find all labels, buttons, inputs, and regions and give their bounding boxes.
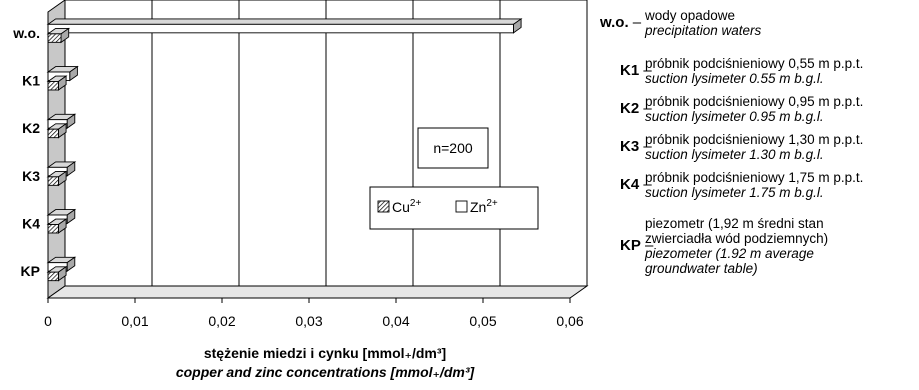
legend-code: w.o. <box>600 14 629 31</box>
category-label: w.o. <box>12 25 40 41</box>
legend-code: K1 <box>620 62 640 79</box>
legend-dash: – <box>639 176 652 193</box>
legend-code: K3 <box>620 138 640 155</box>
legend-code-wrap: K1 – <box>620 62 652 79</box>
legend-code: K2 <box>620 100 640 117</box>
legend-description: próbnik podciśnieniowy 1,30 m p.p.t. suct… <box>645 132 863 162</box>
legend-description: próbnik podciśnieniowy 0,55 m p.p.t. suct… <box>645 56 863 86</box>
x-axis-title-english: copper and zinc concentrations [mmol₊/dm… <box>175 364 475 380</box>
legend-code: KP <box>620 237 641 254</box>
legend-polish-text: zwierciadła wód podziemnych) <box>645 231 829 246</box>
legend-dash: – <box>640 237 654 254</box>
legend-dash: – <box>639 100 652 117</box>
chart-side-wall <box>47 0 66 299</box>
series-legend: Cu2+ Zn2+ <box>369 186 539 230</box>
legend-description: wody opadowe precipitation waters <box>645 8 761 38</box>
x-tick-label: 0,01 <box>121 313 148 329</box>
bar-zn-w.o. <box>46 18 523 34</box>
x-axis-title-polish: stężenie miedzi i cynku [mmol₊/dm³] <box>203 345 447 361</box>
legend-polish-text: próbnik podciśnieniowy 0,55 m p.p.t. <box>645 56 864 71</box>
legend-description: próbnik podciśnieniowy 0,95 m p.p.t. suct… <box>645 94 863 124</box>
legend-dash: – <box>639 138 652 155</box>
sample-size-annotation: n=200 <box>417 127 489 169</box>
chart-floor <box>46 285 589 299</box>
x-tick-label: 0,06 <box>556 313 583 329</box>
svg-text:n=200: n=200 <box>433 140 473 156</box>
sampling-points-legend: w.o. – wody opadowe precipitation waters K1… <box>600 6 916 306</box>
legend-code-wrap: w.o. – <box>600 14 641 31</box>
legend-dash: – <box>639 62 652 79</box>
bar-cu-K2 <box>46 122 68 139</box>
legend-description: piezometr (1,92 m średni stan zwierciadła… <box>645 216 828 276</box>
category-label: K1 <box>22 73 40 89</box>
legend-polish-text: wody opadowe <box>645 8 736 23</box>
legend-code-wrap: KP – <box>620 237 653 254</box>
category-label: K4 <box>22 216 40 232</box>
x-tick-label: 0,05 <box>469 313 496 329</box>
legend-english-text: precipitation waters <box>645 23 762 38</box>
legend-code-wrap: K3 – <box>620 138 652 155</box>
legend-polish-text: próbnik podciśnieniowy 1,75 m p.p.t. <box>645 170 864 185</box>
legend-code-wrap: K2 – <box>620 100 652 117</box>
legend-english-text: suction lysimeter 0.55 m b.g.l. <box>645 71 824 86</box>
legend-polish-text: próbnik podciśnieniowy 1,30 m p.p.t. <box>645 132 864 147</box>
legend-polish-text: piezometr (1,92 m średni stan <box>645 216 824 231</box>
category-label: KP <box>21 263 40 279</box>
bar-chart: w.o. K1 K2 K3 K4 KP 0 0,01 0,02 0,03 0,04 0,05 0,06 n… <box>12 0 589 329</box>
legend-english-text: suction lysimeter 1.75 m b.g.l. <box>645 185 824 200</box>
x-tick-label: 0,03 <box>295 313 322 329</box>
bar-cu-KP <box>46 265 68 282</box>
legend-english-text: piezometer (1.92 m average <box>645 246 814 261</box>
chart-area: w.o. K1 K2 K3 K4 KP 0 0,01 0,02 0,03 0,04 0,05 0,06 n… <box>12 0 589 380</box>
x-tick-label: 0,04 <box>382 313 409 329</box>
x-tick-label: 0 <box>44 313 52 329</box>
category-label: K2 <box>22 120 40 136</box>
category-label: K3 <box>22 168 40 184</box>
legend-english-text: suction lysimeter 0.95 m b.g.l. <box>645 109 824 124</box>
bar-cu-K4 <box>46 218 68 234</box>
legend-code: K4 <box>620 176 640 193</box>
x-tick-label: 0,02 <box>208 313 235 329</box>
legend-code-wrap: K4 – <box>620 176 652 193</box>
legend-english-text: suction lysimeter 1.30 m b.g.l. <box>645 147 824 162</box>
legend-description: próbnik podciśnieniowy 1,75 m p.p.t. suct… <box>645 170 863 200</box>
bar-cu-K1 <box>46 75 68 91</box>
legend-polish-text: próbnik podciśnieniowy 0,95 m p.p.t. <box>645 94 864 109</box>
legend-dash: – <box>628 14 642 31</box>
legend-english-text: groundwater table) <box>645 261 758 276</box>
